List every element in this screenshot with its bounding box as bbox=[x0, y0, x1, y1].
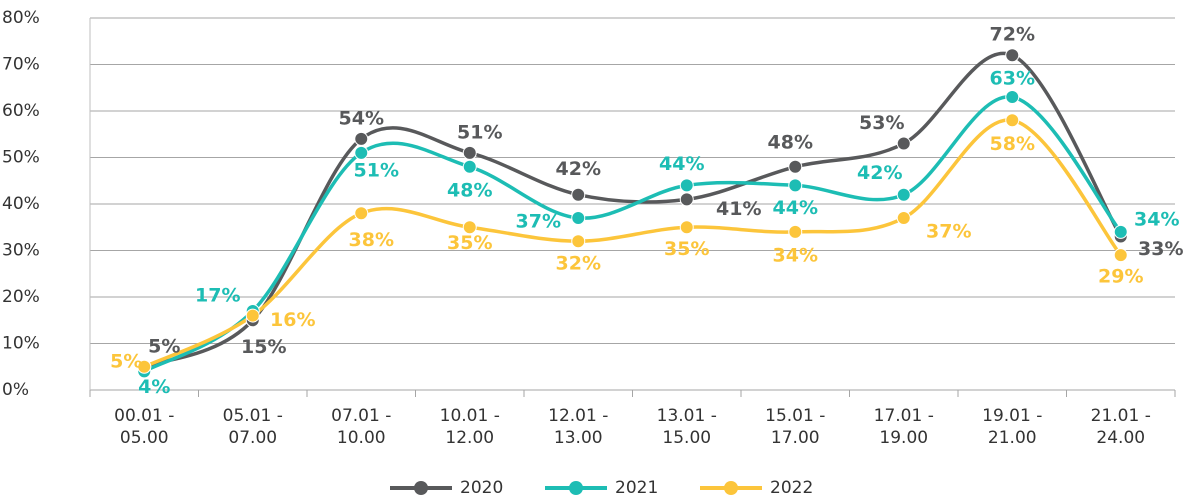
y-tick-label: 80% bbox=[2, 8, 40, 28]
y-tick-label: 40% bbox=[2, 194, 40, 214]
data-label: 44% bbox=[773, 197, 818, 219]
x-tick-label: 13.01 - 15.00 bbox=[656, 406, 717, 448]
y-tick-label: 30% bbox=[2, 241, 40, 261]
data-point bbox=[354, 206, 369, 221]
data-label: 38% bbox=[349, 229, 394, 251]
data-point bbox=[788, 178, 803, 193]
x-tick-label: 17.01 - 19.00 bbox=[873, 406, 934, 448]
data-label: 42% bbox=[857, 162, 902, 184]
data-label: 41% bbox=[716, 198, 761, 220]
data-label: 54% bbox=[339, 107, 384, 129]
data-label: 5% bbox=[148, 335, 180, 357]
data-label: 63% bbox=[990, 68, 1035, 90]
legend-label: 2021 bbox=[615, 478, 658, 496]
x-tick-label: 10.01 - 12.00 bbox=[439, 406, 500, 448]
data-label: 37% bbox=[516, 210, 561, 232]
data-label: 35% bbox=[447, 232, 492, 254]
data-point bbox=[1005, 48, 1020, 63]
data-label: 53% bbox=[859, 112, 904, 134]
data-point bbox=[896, 187, 911, 202]
data-label: 72% bbox=[990, 24, 1035, 46]
data-label: 58% bbox=[990, 133, 1035, 155]
data-point bbox=[1005, 113, 1020, 128]
y-tick-label: 50% bbox=[2, 148, 40, 168]
data-point bbox=[1005, 90, 1020, 105]
data-label: 4% bbox=[138, 376, 170, 398]
data-point bbox=[679, 220, 694, 235]
legend-label: 2022 bbox=[770, 478, 813, 496]
data-label: 34% bbox=[1134, 208, 1179, 230]
data-point bbox=[462, 159, 477, 174]
x-tick-label: 19.01 - 21.00 bbox=[982, 406, 1043, 448]
legend-label: 2020 bbox=[460, 478, 503, 496]
data-label: 51% bbox=[354, 159, 399, 181]
data-label: 32% bbox=[556, 253, 601, 275]
data-label: 48% bbox=[768, 131, 813, 153]
data-point bbox=[896, 136, 911, 151]
data-label: 5% bbox=[110, 350, 142, 372]
y-tick-label: 60% bbox=[2, 101, 40, 121]
data-label: 42% bbox=[556, 158, 601, 180]
data-label: 16% bbox=[270, 309, 315, 331]
legend-marker bbox=[414, 481, 428, 495]
legend-marker bbox=[569, 481, 583, 495]
y-tick-label: 10% bbox=[2, 334, 40, 354]
data-label: 44% bbox=[659, 153, 704, 175]
x-tick-label: 21.01 - 24.00 bbox=[1090, 406, 1151, 448]
legend-marker bbox=[724, 481, 738, 495]
series-line bbox=[143, 118, 1123, 369]
data-point bbox=[571, 210, 586, 225]
data-point bbox=[462, 220, 477, 235]
data-point bbox=[571, 187, 586, 202]
data-point bbox=[896, 210, 911, 225]
data-label: 29% bbox=[1098, 266, 1143, 288]
data-label: 15% bbox=[241, 336, 286, 358]
data-point bbox=[788, 159, 803, 174]
x-tick-label: 07.01 - 10.00 bbox=[331, 406, 392, 448]
y-tick-label: 70% bbox=[2, 55, 40, 75]
data-label: 51% bbox=[457, 121, 502, 143]
data-point bbox=[354, 145, 369, 160]
data-label: 35% bbox=[664, 238, 709, 260]
data-point bbox=[679, 192, 694, 207]
data-label: 34% bbox=[773, 244, 818, 266]
data-point bbox=[679, 178, 694, 193]
y-tick-label: 20% bbox=[2, 287, 40, 307]
data-point bbox=[788, 224, 803, 239]
data-point bbox=[354, 131, 369, 146]
x-tick-label: 12.01 - 13.00 bbox=[548, 406, 609, 448]
data-point bbox=[137, 359, 152, 374]
data-point bbox=[1113, 248, 1128, 263]
data-label: 17% bbox=[195, 284, 240, 306]
data-point bbox=[571, 234, 586, 249]
series-line bbox=[143, 95, 1123, 373]
data-label: 37% bbox=[926, 220, 971, 242]
x-tick-label: 05.01 - 07.00 bbox=[222, 406, 283, 448]
data-label: 48% bbox=[447, 179, 492, 201]
data-point bbox=[1113, 224, 1128, 239]
data-point bbox=[462, 145, 477, 160]
data-point bbox=[245, 308, 260, 323]
y-tick-label: 0% bbox=[2, 380, 29, 400]
x-tick-label: 15.01 - 17.00 bbox=[765, 406, 826, 448]
x-tick-label: 00.01 - 05.00 bbox=[114, 406, 175, 448]
data-label: 33% bbox=[1138, 238, 1183, 260]
